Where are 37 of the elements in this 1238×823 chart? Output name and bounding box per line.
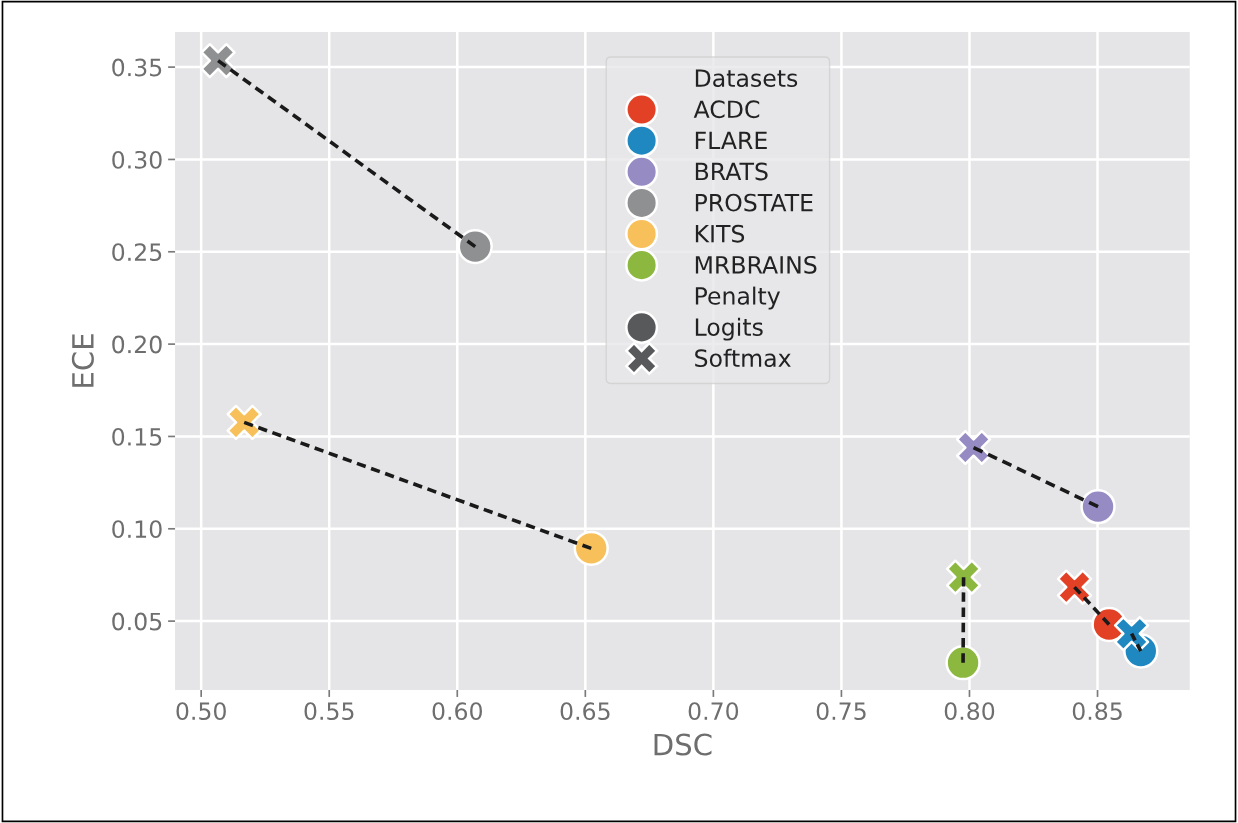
point [1113,615,1150,652]
x-tick-label: 0.60 [432,702,482,721]
y-tick-label: 0.35 [112,58,162,77]
legend-label: PROSTATE [695,193,813,212]
annotation: Logits [695,317,763,341]
legend-label: ACDC [693,100,760,119]
x-tick-label: 0.85 [1072,702,1122,721]
text: Datasets [695,69,798,88]
text: Penalty [695,286,780,310]
x-tick-label: 0.80 [944,702,995,721]
x-tick-label: 0.65 [560,702,610,721]
annotation: Softmax [695,348,791,368]
point [945,559,982,595]
legend-label: FLARE [695,131,767,149]
point [457,228,493,265]
point [200,42,236,79]
x-tick-label: 0.50 [176,702,226,721]
y-tick-label: 0.15 [112,427,162,446]
x-tick-label: 0.70 [688,702,739,721]
y-tick-label: 0.05 [112,612,162,631]
x-tick-label: 0.75 [816,702,866,721]
point [955,429,992,466]
point [1080,488,1116,525]
x-axis-title: DSC [654,733,712,756]
legend-label: BRATS [695,162,768,181]
y-tick-label: 0.30 [112,150,162,169]
point [945,644,981,681]
y-tick-label: 0.25 [112,243,162,262]
x-tick-label: 0.55 [304,702,354,721]
y-axis-title: ECE [71,334,94,387]
legend-label: KITS [695,224,745,243]
point [226,404,262,441]
y-tick-label: 0.20 [112,335,162,354]
y-tick-label: 0.10 [112,520,162,539]
point [573,530,609,567]
legend-label: MRBRAINS [695,255,817,274]
point [1056,569,1093,605]
